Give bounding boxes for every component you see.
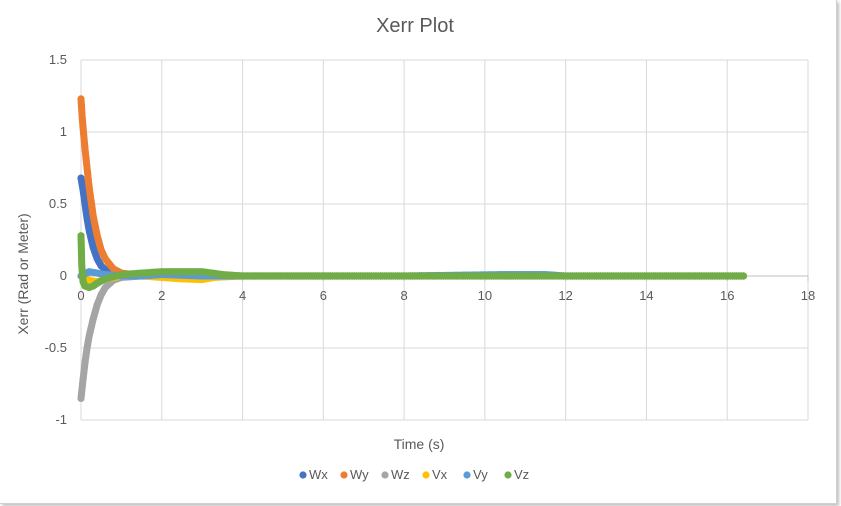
- x-tick-label: 0: [77, 288, 84, 303]
- legend-marker: [463, 471, 471, 479]
- legend-marker: [422, 471, 430, 479]
- series-points: [77, 95, 747, 402]
- legend-item-wx: Wx: [299, 467, 328, 482]
- legend-label: Vx: [432, 467, 448, 482]
- y-axis-title: Xerr (Rad or Meter): [15, 213, 31, 334]
- y-tick-label: 0.5: [49, 196, 67, 211]
- y-tick-label: -1: [55, 412, 67, 427]
- legend-item-wz: Wz: [381, 467, 410, 482]
- legend-item-vx: Vx: [422, 467, 448, 482]
- chart-title: Xerr Plot: [376, 15, 454, 37]
- series-vz: [77, 232, 747, 292]
- legend-marker: [504, 471, 512, 479]
- gridlines: [80, 59, 809, 421]
- x-tick-label: 18: [801, 288, 815, 303]
- legend-item-wy: Wy: [340, 467, 369, 482]
- x-tick-label: 16: [720, 288, 734, 303]
- legend-item-vy: Vy: [463, 467, 488, 482]
- x-tick-label: 6: [320, 288, 327, 303]
- x-tick-label: 8: [400, 288, 407, 303]
- legend-item-vz: Vz: [504, 467, 529, 482]
- x-tick-label: 10: [478, 288, 492, 303]
- legend-label: Vz: [514, 467, 529, 482]
- x-axis-title: Time (s): [394, 436, 445, 452]
- legend-label: Wz: [391, 467, 410, 482]
- legend-marker: [299, 471, 307, 479]
- y-tick-label: 1: [60, 124, 67, 139]
- y-tick-label: 1.5: [49, 52, 67, 67]
- x-tick-label: 12: [558, 288, 572, 303]
- y-tick-label: 0: [60, 268, 67, 283]
- y-tick-label: -0.5: [45, 340, 67, 355]
- legend-marker: [340, 471, 348, 479]
- legend-label: Wx: [309, 467, 328, 482]
- legend-marker: [381, 471, 389, 479]
- axes: 0 2 4 6 8 10 12 14 16 18 1.5 1 0.5 0 -0.5 -1: [45, 52, 816, 427]
- legend-label: Wy: [350, 467, 369, 482]
- x-tick-label: 14: [639, 288, 653, 303]
- legend-label: Vy: [473, 467, 488, 482]
- legend: Wx Wy Wz Vx Vy Vz: [299, 467, 529, 482]
- x-tick-label: 2: [158, 288, 165, 303]
- data-point: [739, 272, 747, 280]
- x-tick-label: 4: [239, 288, 246, 303]
